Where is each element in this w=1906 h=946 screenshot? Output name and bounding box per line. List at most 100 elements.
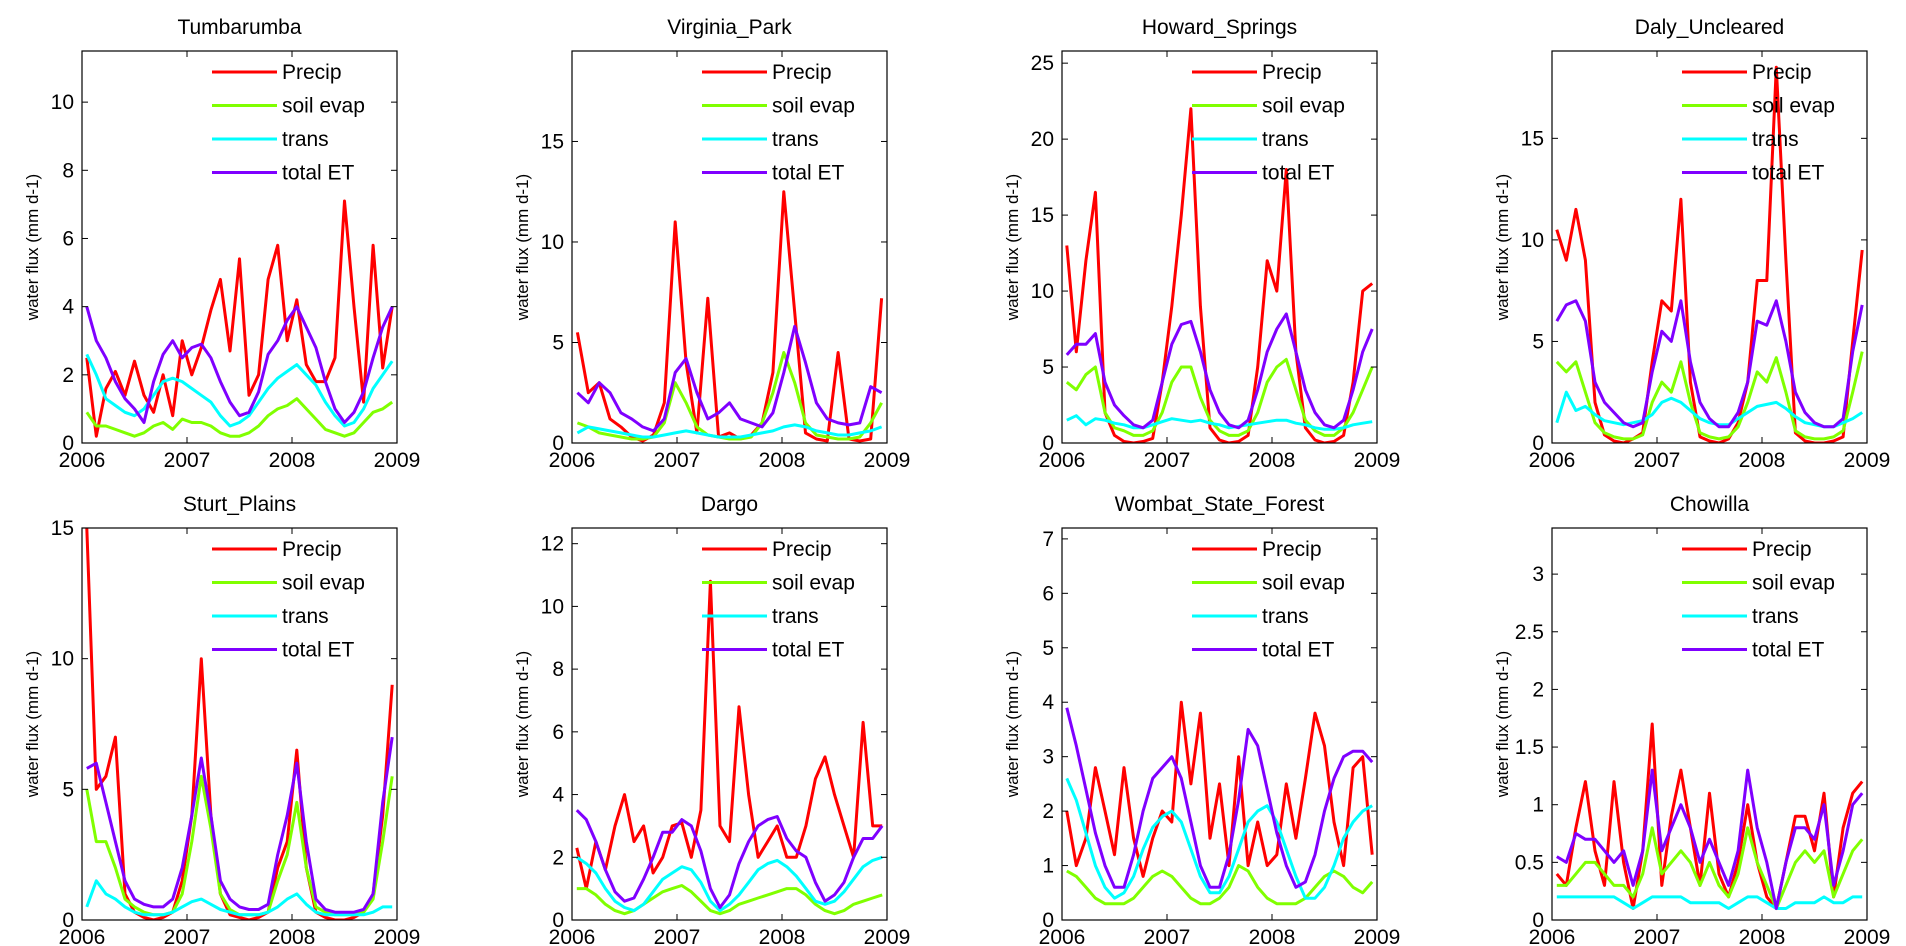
series-line-total [1065,707,1374,889]
y-axis-label: water flux (mm d-1) [1003,174,1022,321]
legend-label-soil: soil evap [772,95,855,118]
legend: Precip soil evap trans total ET [702,61,855,185]
y-tick-label: 12 [541,533,564,556]
axes-box [1061,50,1378,444]
y-tick-label: 10 [51,91,74,114]
legend-label-soil: soil evap [1262,572,1345,595]
legend-label-soil: soil evap [1752,572,1835,595]
legend-label-precip: Precip [282,538,342,561]
x-tick-label: 2006 [59,926,106,946]
series-line-total [575,809,884,909]
x-tick-label: 2006 [549,926,596,946]
y-tick-label: 6 [1042,582,1054,605]
plot-area [1555,65,1864,443]
subplot-8: 2006 2007 2008 2009 0 0.5 1 1.5 2 2.5 3 Chowilla wat… [1493,493,1890,946]
subplot-6: 2006 2007 2008 2009 0 2 4 6 8 10 12 Dargo water flux… [513,493,910,946]
axes-box [571,50,888,444]
plot-area [1555,722,1864,910]
subplot-title: Sturt_Plains [183,493,296,516]
subplot-1: 2006 2007 2008 2009 0 2 4 6 8 10 Tumbarumba water f… [23,16,420,472]
legend-label-soil: soil evap [1262,95,1345,118]
x-tick-label: 2006 [1039,926,1086,946]
series-line-trans [1555,390,1864,429]
legend-label-total: total ET [772,162,845,185]
x-tick-label: 2009 [374,926,421,946]
legend-label-trans: trans [1752,128,1799,151]
y-tick-label: 10 [541,595,564,618]
plot-area [575,579,884,916]
x-tick-label: 2006 [549,449,596,472]
series-line-soil [1555,351,1864,441]
legend-label-trans: trans [1262,128,1309,151]
subplot-2: 2006 2007 2008 2009 0 5 10 15 Virginia_Parkwater… [513,16,910,472]
x-tick-label: 2006 [1529,449,1576,472]
x-tick-label: 2008 [759,926,806,946]
axes-box [571,527,888,921]
y-tick-label: 3 [1042,746,1054,769]
x-tick-label: 2006 [59,449,106,472]
series-line-trans [1556,895,1863,910]
x-tick-label: 2008 [1739,449,1786,472]
x-tick-label: 2008 [1249,926,1296,946]
y-tick-label: 0 [62,432,74,455]
series-line-soil [576,351,883,441]
x-tick-label: 2007 [654,926,701,946]
x-tick-label: 2009 [374,449,421,472]
x-tick-label: 2007 [1144,449,1191,472]
legend: Precip soil evap trans total ET [1192,538,1345,662]
plot-area [85,199,394,438]
legend-label-precip: Precip [1262,61,1322,84]
subplot-5: 2006 2007 2008 2009 0 5 10 15 Sturt_Plainswater … [23,493,420,946]
legend-label-trans: trans [1752,605,1799,628]
x-tick-label: 2007 [1634,449,1681,472]
y-tick-label: 5 [1042,356,1054,379]
y-tick-label: 10 [51,648,74,671]
legend-label-soil: soil evap [772,572,855,595]
y-tick-label: 15 [51,517,74,540]
y-tick-label: 8 [552,658,564,681]
y-axis-label: water flux (mm d-1) [1003,651,1022,798]
y-tick-label: 8 [62,159,74,182]
plot-area [575,190,884,443]
subplot-title: Dargo [701,493,758,516]
y-tick-label: 15 [541,130,564,153]
y-tick-label: 5 [552,331,564,354]
y-tick-label: 2.5 [1515,621,1544,644]
series-line-trans [575,855,883,913]
series-line-precip [85,199,394,438]
x-tick-label: 2007 [654,449,701,472]
legend-label-total: total ET [1262,162,1335,185]
series-line-trans [1065,777,1373,900]
y-tick-label: 0.5 [1515,851,1544,874]
subplot-3: 2006 2007 2008 2009 0 5 10 15 20 25 Howard_Springs… [1003,16,1400,472]
series-line-soil [576,884,883,916]
axes-box [81,50,398,444]
y-tick-label: 1 [1532,794,1544,817]
legend-label-trans: trans [772,128,819,151]
x-tick-label: 2006 [1529,926,1576,946]
y-tick-label: 0 [62,909,74,932]
axes-box [1551,50,1868,444]
legend-label-precip: Precip [1752,61,1812,84]
legend-label-total: total ET [1752,639,1825,662]
y-tick-label: 2 [62,364,74,387]
series-line-trans [1066,414,1373,431]
y-axis-label: water flux (mm d-1) [23,651,42,798]
x-tick-label: 2008 [1249,449,1296,472]
legend-label-total: total ET [282,162,355,185]
legend-label-soil: soil evap [1752,95,1835,118]
x-tick-label: 2009 [864,926,911,946]
axes-box [1551,527,1868,921]
series-line-total [1556,768,1864,910]
series-line-total [1555,299,1864,429]
legend-label-precip: Precip [282,61,342,84]
subplot-7: 2006 2007 2008 2009 0 1 2 3 4 5 6 7 Wombat_State_For… [1003,493,1400,946]
legend-label-total: total ET [1262,639,1335,662]
y-tick-label: 2 [1532,678,1544,701]
series-line-soil [1065,357,1374,437]
series-line-trans [576,423,883,439]
y-tick-label: 0 [1532,432,1544,455]
y-tick-label: 6 [62,227,74,250]
series-line-precip [575,579,883,891]
series-line-soil [1066,864,1374,906]
